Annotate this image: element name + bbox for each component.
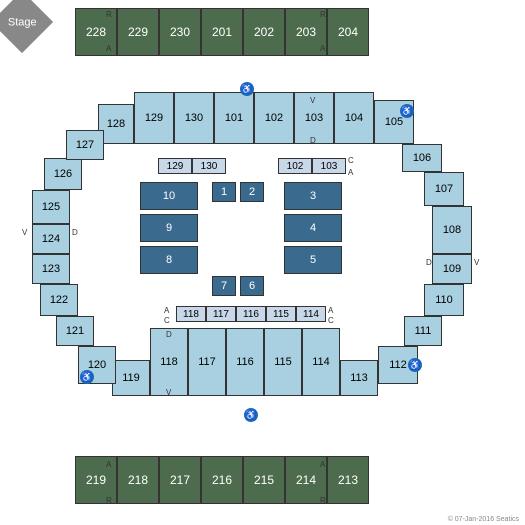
floor-8[interactable]: 8 bbox=[140, 246, 198, 274]
floor-10[interactable]: 10 bbox=[140, 182, 198, 210]
section-217[interactable]: 217 bbox=[159, 456, 201, 504]
section-218[interactable]: 218 bbox=[117, 456, 159, 504]
section-125[interactable]: 125 bbox=[32, 190, 70, 224]
floor-5[interactable]: 5 bbox=[284, 246, 342, 274]
row-label: A bbox=[328, 306, 333, 315]
wheelchair-icon bbox=[80, 370, 94, 384]
section-130[interactable]: 130 bbox=[174, 92, 214, 144]
row-label: A bbox=[106, 460, 111, 469]
box-129[interactable]: 129 bbox=[158, 158, 192, 174]
row-label: V bbox=[22, 228, 27, 237]
section-101[interactable]: 101 bbox=[214, 92, 254, 144]
section-104[interactable]: 104 bbox=[334, 92, 374, 144]
row-label: R bbox=[106, 10, 112, 19]
floor-3[interactable]: 3 bbox=[284, 182, 342, 210]
row-label: C bbox=[348, 156, 354, 165]
floor-7[interactable]: 7 bbox=[212, 276, 236, 296]
section-127[interactable]: 127 bbox=[66, 130, 104, 160]
section-213[interactable]: 213 bbox=[327, 456, 369, 504]
section-106[interactable]: 106 bbox=[402, 144, 442, 172]
box-118[interactable]: 118 bbox=[176, 306, 206, 322]
row-label: D bbox=[72, 228, 78, 237]
box-115[interactable]: 115 bbox=[266, 306, 296, 322]
row-label: R bbox=[106, 496, 112, 505]
floor-4[interactable]: 4 bbox=[284, 214, 342, 242]
section-122[interactable]: 122 bbox=[40, 284, 78, 316]
box-117[interactable]: 117 bbox=[206, 306, 236, 322]
section-121[interactable]: 121 bbox=[56, 316, 94, 346]
floor-1[interactable]: 1 bbox=[212, 182, 236, 202]
section-119[interactable]: 119 bbox=[112, 360, 150, 396]
section-107[interactable]: 107 bbox=[424, 172, 464, 206]
row-label: A bbox=[164, 306, 169, 315]
section-108[interactable]: 108 bbox=[432, 206, 472, 254]
row-label: R bbox=[320, 496, 326, 505]
section-116[interactable]: 116 bbox=[226, 328, 264, 396]
wheelchair-icon bbox=[408, 358, 422, 372]
row-label: V bbox=[310, 96, 315, 105]
row-label: A bbox=[106, 44, 111, 53]
row-label: D bbox=[426, 258, 432, 267]
section-111[interactable]: 111 bbox=[404, 316, 442, 346]
section-114[interactable]: 114 bbox=[302, 328, 340, 396]
row-label: V bbox=[166, 388, 171, 397]
box-130[interactable]: 130 bbox=[192, 158, 226, 174]
wheelchair-icon bbox=[400, 104, 414, 118]
box-103[interactable]: 103 bbox=[312, 158, 346, 174]
section-126[interactable]: 126 bbox=[44, 158, 82, 190]
section-129[interactable]: 129 bbox=[134, 92, 174, 144]
row-label: A bbox=[348, 168, 353, 177]
copyright: © 07-Jan-2016 Seatics bbox=[448, 516, 519, 523]
section-215[interactable]: 215 bbox=[243, 456, 285, 504]
row-label: A bbox=[320, 44, 325, 53]
section-201[interactable]: 201 bbox=[201, 8, 243, 56]
section-202[interactable]: 202 bbox=[243, 8, 285, 56]
section-110[interactable]: 110 bbox=[424, 284, 464, 316]
wheelchair-icon bbox=[244, 408, 258, 422]
wheelchair-icon bbox=[240, 82, 254, 96]
row-label: V bbox=[474, 258, 479, 267]
section-102[interactable]: 102 bbox=[254, 92, 294, 144]
section-117[interactable]: 117 bbox=[188, 328, 226, 396]
box-102[interactable]: 102 bbox=[278, 158, 312, 174]
row-label: D bbox=[166, 330, 172, 339]
section-124[interactable]: 124 bbox=[32, 224, 70, 254]
floor-2[interactable]: 2 bbox=[240, 182, 264, 202]
floor-6[interactable]: 6 bbox=[240, 276, 264, 296]
stage: Stage bbox=[0, 0, 53, 53]
row-label: A bbox=[320, 460, 325, 469]
floor-9[interactable]: 9 bbox=[140, 214, 198, 242]
section-229[interactable]: 229 bbox=[117, 8, 159, 56]
section-216[interactable]: 216 bbox=[201, 456, 243, 504]
section-109[interactable]: 109 bbox=[432, 254, 472, 284]
section-113[interactable]: 113 bbox=[340, 360, 378, 396]
box-116[interactable]: 116 bbox=[236, 306, 266, 322]
section-204[interactable]: 204 bbox=[327, 8, 369, 56]
section-115[interactable]: 115 bbox=[264, 328, 302, 396]
box-114[interactable]: 114 bbox=[296, 306, 326, 322]
section-123[interactable]: 123 bbox=[32, 254, 70, 284]
row-label: C bbox=[164, 316, 170, 325]
row-label: R bbox=[320, 10, 326, 19]
row-label: D bbox=[310, 136, 316, 145]
section-230[interactable]: 230 bbox=[159, 8, 201, 56]
row-label: C bbox=[328, 316, 334, 325]
